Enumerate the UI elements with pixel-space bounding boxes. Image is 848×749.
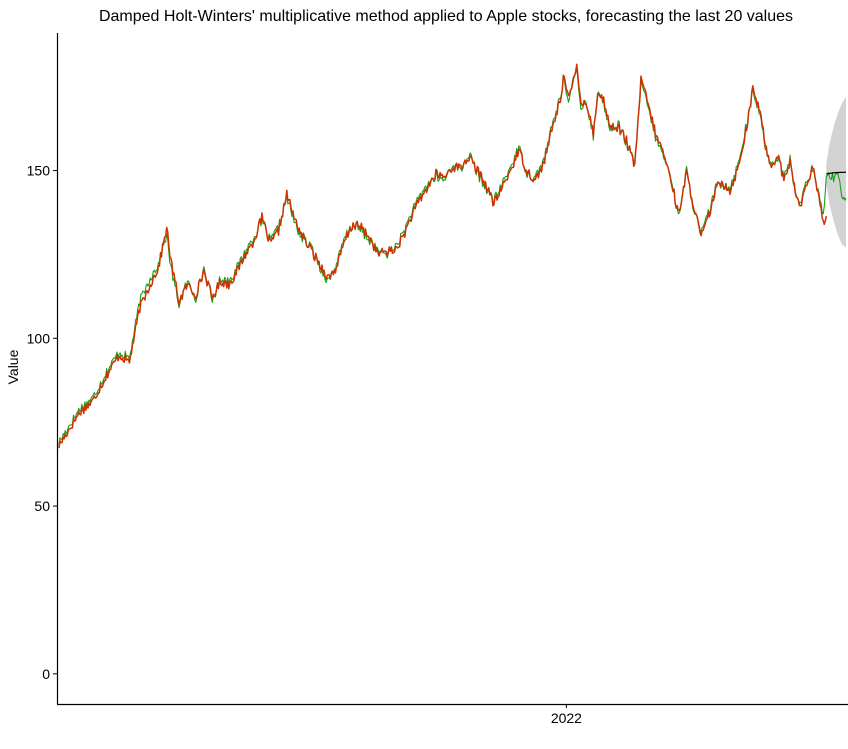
chart-title: Damped Holt-Winters' multiplicative meth… [99, 8, 793, 25]
series-line-fitted [58, 63, 828, 449]
y-axis-ticks: 0 50 100 150 [27, 163, 57, 682]
x-axis-ticks: 2022 [551, 704, 582, 726]
x-tick-label: 2022 [551, 710, 582, 726]
y-tick-label: 0 [42, 666, 50, 682]
series-line-actual [58, 67, 847, 445]
y-tick-label: 50 [34, 498, 50, 514]
series-line-forecast [826, 171, 847, 175]
series-lines [58, 63, 847, 449]
y-axis-title: Value [5, 349, 21, 384]
y-tick-label: 100 [27, 330, 51, 346]
y-tick-label: 150 [27, 163, 51, 179]
